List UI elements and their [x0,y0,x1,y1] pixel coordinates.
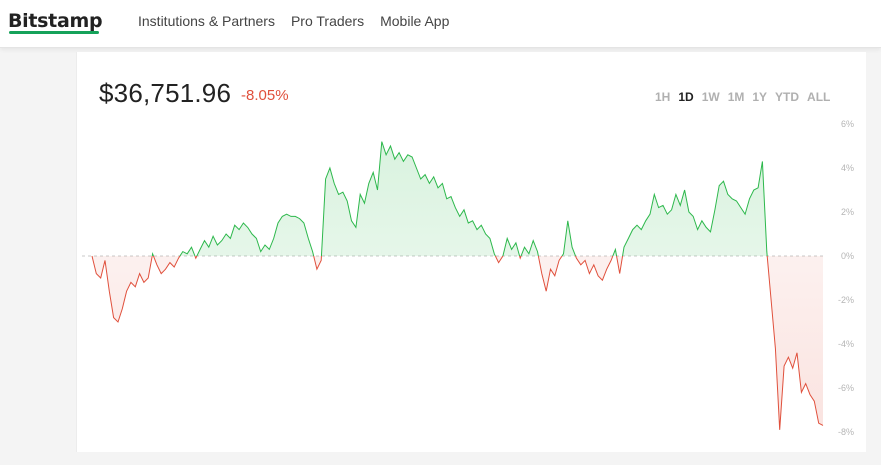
top-nav-bar: Bitstamp Institutions & Partners Pro Tra… [0,0,881,48]
price-change: -8.05% [241,87,289,104]
nav-mobile-app[interactable]: Mobile App [380,13,450,29]
range-1y[interactable]: 1Y [752,90,768,104]
range-1h[interactable]: 1H [655,90,671,104]
time-range-selector: 1H 1D 1W 1M 1Y YTD ALL [655,90,830,104]
logo-underline [9,31,99,34]
range-1d[interactable]: 1D [678,90,694,104]
range-all[interactable]: ALL [807,90,831,104]
nav-pro-traders[interactable]: Pro Traders [290,13,365,29]
range-1w[interactable]: 1W [701,90,720,104]
price-chart-card [76,52,866,452]
range-ytd[interactable]: YTD [775,90,800,104]
bitstamp-logo[interactable]: Bitstamp [8,10,103,32]
current-price: $36,751.96 [99,78,232,108]
nav-institutions-partners[interactable]: Institutions & Partners [138,13,275,29]
range-1m[interactable]: 1M [727,90,745,104]
main-nav: Institutions & Partners Pro Traders Mobi… [138,13,449,29]
